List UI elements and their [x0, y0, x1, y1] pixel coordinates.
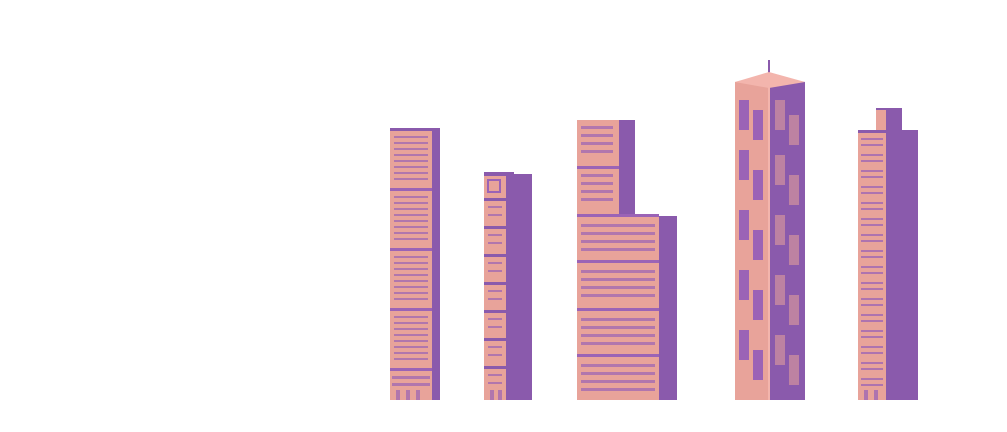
skyscraper-slab-tower — [858, 108, 918, 400]
skyscraper-spire-tower — [733, 60, 807, 400]
skyscraper-pillar-tower — [484, 170, 532, 400]
skyscraper-icon — [484, 172, 532, 400]
skyscraper-band-tower — [390, 128, 440, 400]
skyscraper-icon — [735, 60, 805, 400]
skyscraper-icon — [577, 120, 677, 400]
skyscraper-icon — [858, 108, 918, 400]
skyscraper-icon — [390, 128, 440, 400]
skyscraper-block-tower — [577, 120, 677, 400]
